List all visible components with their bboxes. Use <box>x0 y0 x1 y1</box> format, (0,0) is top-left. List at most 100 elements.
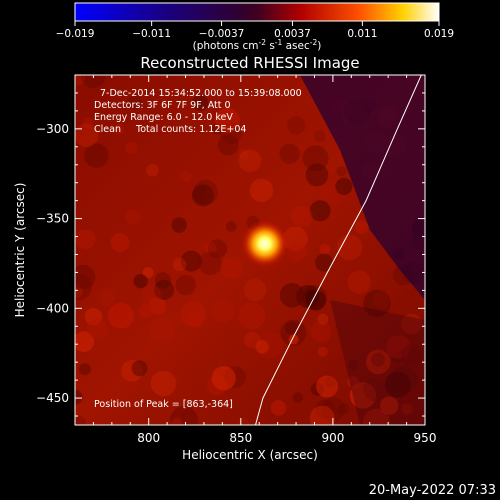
annotation-clean-counts: Clean Total counts: 1.12E+04 <box>94 124 246 135</box>
texture-blob <box>146 164 159 177</box>
texture-blob <box>154 279 175 300</box>
x-tick-label: 900 <box>321 431 344 445</box>
texture-blob <box>172 257 187 272</box>
texture-blob <box>80 75 106 89</box>
texture-blob <box>401 403 413 415</box>
heatmap-texture <box>75 75 425 425</box>
texture-blob <box>154 272 172 289</box>
colorbar-tick-label: 0.019 <box>424 28 454 40</box>
texture-blob <box>131 360 148 377</box>
texture-blob <box>237 148 249 160</box>
colorbar-tick-label: −0.011 <box>132 28 171 40</box>
texture-blob <box>208 239 227 259</box>
texture-blob <box>180 170 192 183</box>
texture-blob <box>317 346 328 357</box>
texture-blob <box>171 417 182 425</box>
texture-blob <box>335 177 353 195</box>
texture-blob <box>75 331 95 353</box>
texture-blob <box>255 340 269 354</box>
texture-blob <box>256 331 284 359</box>
y-tick-label: −300 <box>36 122 69 136</box>
texture-blob <box>148 297 167 315</box>
plot-area <box>75 75 425 425</box>
texture-blob <box>316 375 338 398</box>
texture-blob <box>384 371 411 398</box>
texture-blob <box>170 406 198 425</box>
texture-blob <box>149 316 175 343</box>
texture-blob <box>75 389 83 405</box>
texture-blob <box>249 178 274 203</box>
texture-blob <box>141 285 162 306</box>
texture-blob <box>211 366 236 391</box>
texture-blob <box>82 116 94 129</box>
texture-blob <box>142 267 154 278</box>
texture-blob <box>279 143 300 164</box>
texture-blob <box>349 382 377 409</box>
texture-blob <box>319 244 331 255</box>
annotation-energy-range: Energy Range: 6.0 - 12.0 keV <box>94 112 233 123</box>
texture-blob <box>78 363 91 376</box>
x-tick-label: 950 <box>414 431 437 445</box>
texture-blob <box>363 289 391 318</box>
y-axis-ticks: −300 −350 −400 −450 <box>36 74 425 417</box>
texture-blob <box>347 270 372 294</box>
texture-blob <box>125 142 138 155</box>
texture-blob <box>75 229 96 250</box>
texture-blob <box>171 217 187 233</box>
texture-blob <box>220 257 243 279</box>
texture-blob <box>270 400 287 416</box>
texture-blob <box>243 278 267 302</box>
texture-blob <box>291 205 313 228</box>
texture-blob <box>244 331 261 349</box>
texture-blob <box>215 108 240 133</box>
texture-blob <box>386 335 411 359</box>
chart-title: Reconstructed RHESSI Image <box>140 54 359 72</box>
colorbar-ticks: −0.019 −0.011 −0.0037 0.0037 0.011 0.019 <box>56 21 454 40</box>
annotation-peak-position: Position of Peak = [863,-364] <box>94 399 233 410</box>
texture-blob <box>125 209 141 225</box>
x-axis-label: Heliocentric X (arcsec) <box>182 448 318 462</box>
texture-blob <box>186 310 205 328</box>
texture-blob <box>84 308 103 326</box>
peak-source <box>240 219 289 268</box>
colorbar-unit-label: (photons cm-2 s-1 asec-2) <box>193 38 322 52</box>
texture-blob <box>110 232 130 253</box>
texture-blob <box>237 417 249 425</box>
colorbar-tick-label: −0.019 <box>56 28 95 40</box>
texture-blob <box>238 302 266 330</box>
texture-blob <box>191 184 214 207</box>
texture-blob <box>336 234 363 261</box>
texture-blob <box>198 251 222 276</box>
texture-blob <box>75 75 86 86</box>
y-tick-label: −450 <box>36 391 69 405</box>
dark-region-lower <box>330 300 425 425</box>
colorbar-tick-label: −0.0037 <box>199 28 245 40</box>
texture-blob <box>75 264 96 290</box>
texture-blob <box>287 116 306 135</box>
texture-blob <box>113 123 125 135</box>
solar-limb-curve <box>255 75 422 425</box>
texture-blob <box>107 302 134 329</box>
texture-blob <box>305 289 318 303</box>
texture-blob <box>192 179 218 205</box>
texture-blob <box>348 359 359 371</box>
colorbar-gradient <box>74 2 440 22</box>
texture-blob <box>180 250 202 272</box>
y-axis-label: Heliocentric Y (arcsec) <box>13 183 27 318</box>
texture-blob <box>338 403 350 415</box>
texture-blob <box>309 405 335 425</box>
texture-blob <box>280 319 307 346</box>
texture-blob <box>138 304 153 319</box>
texture-blob <box>362 408 391 425</box>
texture-blob <box>150 370 177 397</box>
y-tick-label: −400 <box>36 301 69 315</box>
y-tick-label: −350 <box>36 212 69 226</box>
texture-blob <box>305 163 329 187</box>
texture-blob <box>401 313 423 335</box>
texture-blob <box>380 396 399 415</box>
colorbar-tick-label: 0.011 <box>347 28 377 40</box>
texture-blob <box>336 166 347 177</box>
texture-blob <box>210 298 235 323</box>
texture-blob <box>363 378 387 401</box>
colorbar: −0.019 −0.011 −0.0037 0.0037 0.011 0.019 (pho… <box>56 2 454 52</box>
